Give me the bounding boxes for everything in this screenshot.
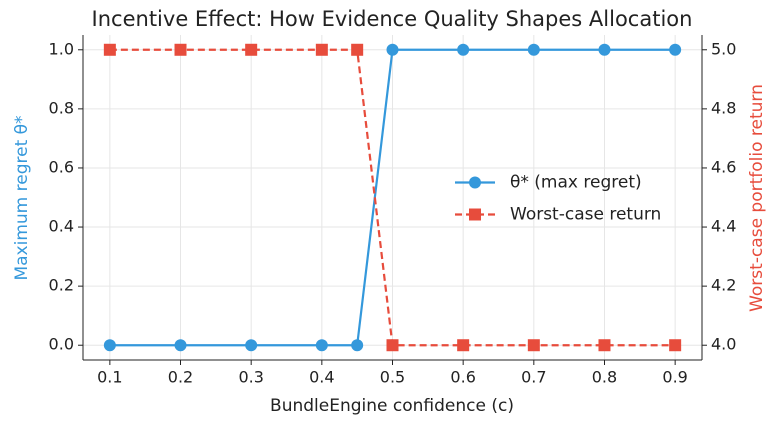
data-point xyxy=(315,43,328,56)
y-tick-label: 0.2 xyxy=(49,276,74,295)
data-point xyxy=(527,43,540,56)
x-tick-label: 0.1 xyxy=(97,368,122,387)
x-axis-label: BundleEngine confidence (c) xyxy=(270,396,514,416)
y2-tick-label: 4.6 xyxy=(711,157,736,176)
data-point xyxy=(103,43,116,56)
y2-tick-label: 4.0 xyxy=(711,335,736,354)
y2-axis-label: Worst-case portfolio return xyxy=(747,84,767,312)
data-point xyxy=(457,339,470,352)
x-tick-label: 0.3 xyxy=(238,368,263,387)
data-point xyxy=(669,339,682,352)
data-point xyxy=(598,43,611,56)
y-axis-label: Maximum regret θ* xyxy=(12,115,32,280)
data-point xyxy=(386,339,399,352)
data-point xyxy=(245,339,258,352)
y-tick-label: 1.0 xyxy=(49,39,74,58)
data-point xyxy=(351,43,364,56)
x-tick-label: 0.9 xyxy=(662,368,687,387)
y2-tick-label: 4.8 xyxy=(711,98,736,117)
x-tick-label: 0.2 xyxy=(168,368,193,387)
legend-marker xyxy=(469,176,481,189)
y2-tick-label: 4.4 xyxy=(711,217,736,236)
data-point xyxy=(103,339,116,352)
data-point xyxy=(351,339,364,352)
y-tick-label: 0.8 xyxy=(49,98,74,117)
x-tick-label: 0.5 xyxy=(380,368,405,387)
data-point xyxy=(315,339,328,352)
series-line xyxy=(109,48,676,347)
legend-marker xyxy=(469,208,481,221)
y-tick-label: 0.4 xyxy=(49,217,74,236)
x-tick-label: 0.7 xyxy=(521,368,546,387)
legend-label: θ* (max regret) xyxy=(510,173,642,193)
data-point xyxy=(174,339,187,352)
data-point xyxy=(245,43,258,56)
data-point xyxy=(174,43,187,56)
x-tick-label: 0.4 xyxy=(309,368,334,387)
x-tick-label: 0.6 xyxy=(450,368,475,387)
chart-title: Incentive Effect: How Evidence Quality S… xyxy=(92,7,693,31)
y-tick-label: 0.0 xyxy=(49,335,74,354)
data-point xyxy=(527,339,540,352)
data-point xyxy=(457,43,470,56)
x-tick-label: 0.8 xyxy=(592,368,617,387)
y2-tick-label: 4.2 xyxy=(711,276,736,295)
data-point xyxy=(598,339,611,352)
y2-tick-label: 5.0 xyxy=(711,39,736,58)
data-point xyxy=(386,43,399,56)
y-tick-label: 0.6 xyxy=(49,157,74,176)
legend-label: Worst-case return xyxy=(510,205,661,225)
data-point xyxy=(669,43,682,56)
